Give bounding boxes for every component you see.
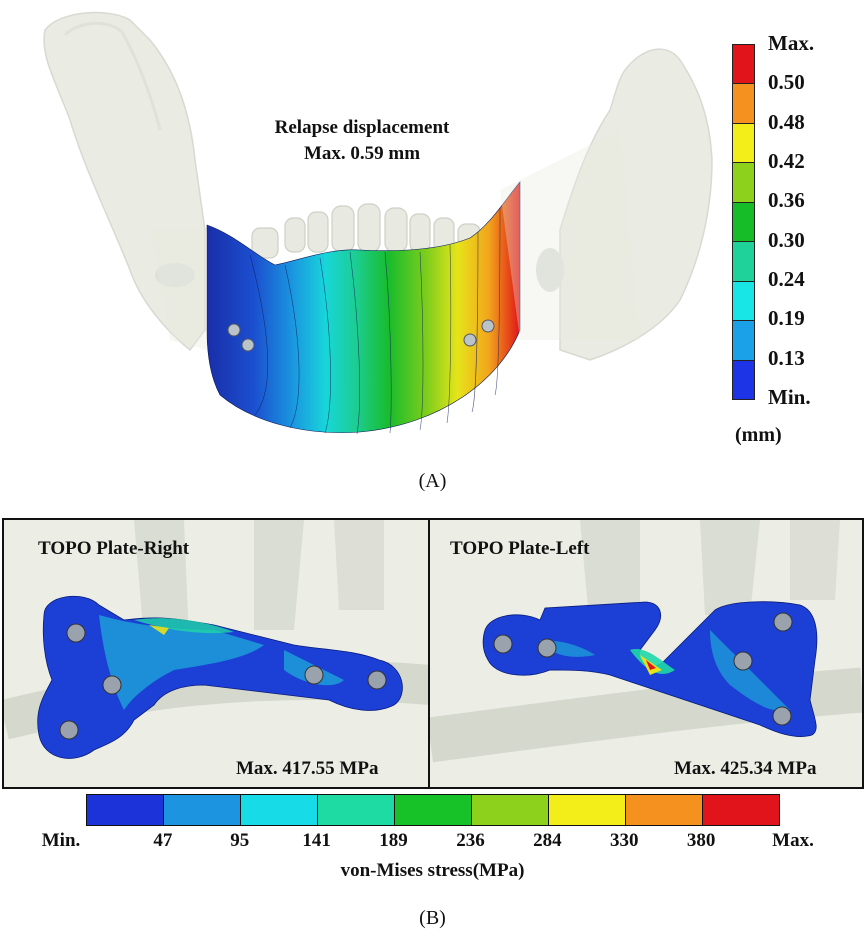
stress-legend-label: 330 xyxy=(609,830,639,851)
stress-legend-swatch xyxy=(164,795,241,825)
right-plate-view: TOPO Plate-Right Max. 417.55 MPa xyxy=(2,518,432,789)
displacement-legend-swatch xyxy=(733,321,754,361)
left-plate-view: TOPO Plate-Left Max. 425.34 MPa xyxy=(428,518,864,789)
displacement-legend-swatch xyxy=(733,84,754,124)
stress-legend-label: 95 xyxy=(230,830,250,851)
left-plate-stress-map xyxy=(430,520,862,763)
displacement-legend-label: Min. xyxy=(768,385,811,409)
displacement-max: Max. 0.59 mm xyxy=(303,143,421,164)
left-plate-max: Max. 425.34 MPa xyxy=(674,758,817,779)
displacement-legend-swatch xyxy=(733,45,754,85)
displacement-legend-swatch xyxy=(733,360,754,399)
stress-legend-swatch xyxy=(241,795,318,825)
right-plate-max: Max. 417.55 MPa xyxy=(236,758,379,779)
stress-legend-bar xyxy=(86,794,780,826)
stress-legend-swatch xyxy=(87,795,164,825)
displacement-legend-swatch xyxy=(733,242,754,282)
stress-legend-label: 284 xyxy=(533,830,562,851)
contour-lines xyxy=(249,207,501,435)
displacement-unit: (mm) xyxy=(735,424,782,446)
stress-legend-swatch xyxy=(318,795,395,825)
displacement-legend-label: 0.24 xyxy=(768,267,805,291)
stress-legend-label: 141 xyxy=(302,830,331,851)
panel-b: TOPO Plate-Right Max. 417.55 MPa TOPO Pl… xyxy=(0,518,865,937)
panel-a: Relapse displacement Max. 0.59 mm Max. 0.… xyxy=(43,11,815,492)
stress-legend-label: 380 xyxy=(686,830,716,851)
stress-legend-label: 189 xyxy=(379,830,408,851)
displacement-legend-label: 0.42 xyxy=(768,149,805,173)
stress-legend-swatch xyxy=(703,795,779,825)
displacement-legend-label: 0.36 xyxy=(768,188,805,213)
displacement-legend-swatch xyxy=(733,163,754,203)
stress-legend-label: Min. xyxy=(41,830,81,851)
displacement-legend-label: 0.13 xyxy=(768,345,805,370)
displacement-legend-label: 0.30 xyxy=(768,227,805,252)
chin-displacement-map xyxy=(206,181,521,433)
left-ramus-ghost xyxy=(43,11,206,352)
caption-a: (A) xyxy=(418,470,447,492)
left-plate-title: TOPO Plate-Left xyxy=(450,538,590,559)
right-plate-title: TOPO Plate-Right xyxy=(38,538,190,559)
displacement-legend-label: 0.48 xyxy=(768,109,805,134)
stress-legend-swatch xyxy=(549,795,626,825)
right-ramus-ghost xyxy=(536,48,713,361)
displacement-legend-bar xyxy=(732,44,755,400)
right-plate-stress-map xyxy=(4,520,430,759)
stress-legend-swatch xyxy=(395,795,472,825)
displacement-legend-label: 0.50 xyxy=(768,70,805,95)
mandible-displacement-figure xyxy=(43,11,713,435)
displacement-legend-swatch xyxy=(733,202,754,243)
stress-legend-label: 236 xyxy=(456,830,485,851)
displacement-legend-label: Max. xyxy=(768,31,815,55)
displacement-legend-label: 0.19 xyxy=(768,306,805,331)
screw-holes xyxy=(227,319,495,352)
displacement-title: Relapse displacement xyxy=(274,117,450,138)
displacement-legend-swatch xyxy=(733,281,754,322)
stress-legend-swatch xyxy=(472,795,549,825)
stress-legend-title: von-Mises stress(MPa) xyxy=(340,860,525,881)
stress-legend-label: Max. xyxy=(772,830,814,851)
stress-legend-swatch xyxy=(626,795,703,825)
caption-b: (B) xyxy=(419,907,446,929)
displacement-legend-swatch xyxy=(733,123,754,164)
stress-legend-label: 47 xyxy=(153,830,173,851)
